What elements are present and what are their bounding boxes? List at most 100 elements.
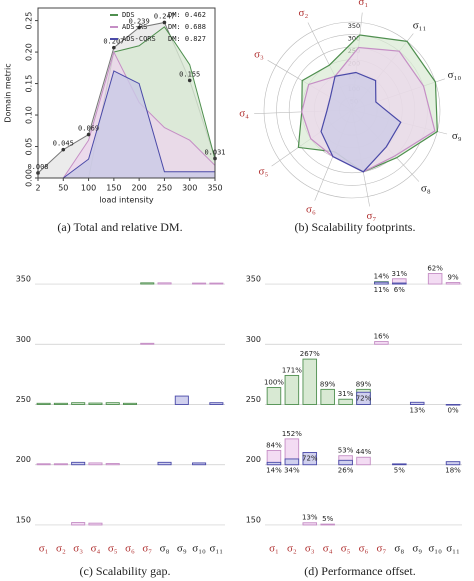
envelope-point: [112, 45, 116, 50]
value-label: 26%: [338, 467, 354, 475]
legend-value: DM: 0.688: [168, 23, 206, 31]
y-tick-label: 0.25: [25, 12, 34, 30]
x-tick-label: 50: [58, 184, 68, 193]
y-tick-label: 0.10: [25, 106, 34, 124]
value-label: 5%: [322, 515, 333, 523]
x-tick-label: σ₆: [125, 543, 135, 555]
envelope-point: [61, 147, 66, 152]
x-tick-label: σ₁: [269, 543, 279, 555]
bar: [302, 522, 318, 526]
axis-label: σ₄: [239, 108, 249, 120]
x-tick-label: 350: [207, 184, 222, 193]
bar: [338, 398, 353, 405]
value-label: 5%: [394, 467, 405, 475]
radial-tick-label: 350: [348, 22, 360, 30]
legend-value: DM: 0.462: [168, 11, 206, 19]
y-tick-label: 0.15: [25, 75, 34, 93]
axis-label: σ₂: [299, 7, 309, 19]
x-tick-label: σ₄: [91, 543, 101, 555]
axis-label: σ₇: [367, 210, 377, 222]
value-label: 6%: [394, 286, 405, 294]
y-tick-label: 0.00: [25, 169, 34, 187]
bar: [392, 282, 407, 285]
bar: [320, 523, 335, 526]
bar: [88, 522, 103, 526]
radial-tick-label: 300: [348, 35, 360, 43]
x-tick-label: σ₉: [177, 543, 187, 555]
axis-label: σ₃: [254, 49, 264, 61]
bar: [36, 463, 51, 466]
x-tick-label: σ₃: [73, 543, 83, 555]
value-label: 72%: [302, 455, 318, 463]
y-tick-label: 300: [246, 335, 261, 344]
caption: (b) Scalability footprints.: [295, 220, 416, 234]
bar: [284, 374, 300, 405]
x-tick-label: σ₄: [323, 543, 333, 555]
value-label: 0.069: [78, 125, 99, 133]
axis-label: σ₁: [358, 0, 368, 8]
y-tick-label: 0.20: [25, 43, 34, 61]
x-tick-label: σ₁: [39, 543, 49, 555]
axis-label: σ₉: [452, 130, 462, 142]
bar: [36, 402, 51, 405]
legend-label: ADS-RS: [122, 23, 147, 31]
x-tick-label: σ₁₀: [428, 543, 442, 555]
y-tick-label: 0.05: [25, 138, 34, 156]
value-label: 14%: [266, 467, 282, 475]
y-tick-label: 350: [246, 275, 261, 284]
bar: [338, 459, 353, 466]
y-tick-label: 300: [16, 335, 31, 344]
y-tick-label: 250: [246, 395, 261, 404]
axis-label: σ₁₁: [413, 19, 427, 31]
envelope-point: [86, 132, 91, 137]
x-tick-label: 100: [81, 184, 96, 193]
envelope-point: [162, 20, 167, 25]
legend-value: DM: 0.827: [168, 35, 206, 43]
value-label: 0.045: [53, 140, 74, 148]
value-label: 72%: [356, 394, 372, 402]
x-tick-label: σ₆: [359, 543, 369, 555]
bar: [174, 395, 189, 405]
value-label: 13%: [409, 407, 425, 415]
x-axis-label: load intensity: [99, 196, 154, 205]
bar: [266, 461, 282, 466]
bar: [374, 281, 389, 285]
bar: [192, 282, 207, 285]
bar: [88, 462, 103, 466]
x-tick-label: σ₇: [377, 543, 387, 555]
x-tick-label: σ₃: [305, 543, 315, 555]
axis-label: σ₅: [259, 165, 269, 177]
bar: [374, 341, 389, 345]
envelope-point: [187, 78, 192, 83]
value-label: 9%: [447, 274, 458, 282]
x-tick-label: σ₁₁: [210, 543, 224, 555]
y-tick-label: 350: [16, 275, 31, 284]
bar: [445, 282, 461, 285]
x-tick-label: σ₂: [287, 543, 297, 555]
bar: [445, 404, 461, 406]
value-label: 16%: [374, 333, 390, 341]
x-tick-label: σ₉: [412, 543, 422, 555]
bar: [445, 461, 461, 466]
bar: [302, 358, 318, 405]
bar: [88, 402, 103, 405]
value-label: 84%: [266, 441, 282, 449]
y-tick-label: 150: [246, 515, 261, 524]
caption: (d) Performance offset.: [304, 564, 415, 578]
value-label: 267%: [300, 350, 320, 358]
x-tick-label: σ₅: [341, 543, 351, 555]
bar: [209, 282, 224, 285]
axis-label: σ₈: [421, 182, 431, 194]
value-label: 34%: [284, 467, 300, 475]
bar: [53, 402, 68, 405]
value-label: 0.239: [129, 18, 150, 26]
bar: [209, 402, 224, 405]
bar: [409, 401, 425, 405]
value-label: 0%: [447, 407, 458, 415]
y-tick-label: 150: [16, 515, 31, 524]
radar-area: [320, 71, 402, 173]
value-label: 11%: [374, 286, 390, 294]
bar: [105, 463, 120, 466]
value-label: 31%: [338, 390, 354, 398]
value-label: 0.207: [103, 38, 124, 46]
